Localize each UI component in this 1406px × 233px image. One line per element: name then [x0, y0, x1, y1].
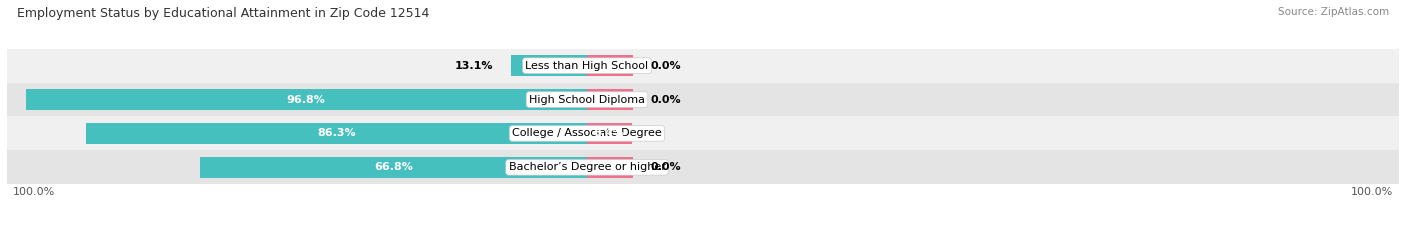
Bar — [7, 49, 1399, 83]
Text: College / Associate Degree: College / Associate Degree — [512, 128, 662, 138]
Text: 100.0%: 100.0% — [1351, 187, 1393, 197]
Text: Less than High School: Less than High School — [526, 61, 648, 71]
Text: High School Diploma: High School Diploma — [529, 95, 645, 105]
Bar — [7, 150, 1399, 184]
Text: 96.8%: 96.8% — [287, 95, 326, 105]
Text: 100.0%: 100.0% — [13, 187, 55, 197]
Bar — [588, 55, 633, 76]
Text: 0.0%: 0.0% — [651, 162, 682, 172]
Text: Source: ZipAtlas.com: Source: ZipAtlas.com — [1278, 7, 1389, 17]
Bar — [200, 157, 588, 178]
Text: 86.3%: 86.3% — [318, 128, 356, 138]
Bar — [7, 116, 1399, 150]
Bar — [87, 123, 588, 144]
Text: 13.1%: 13.1% — [456, 61, 494, 71]
Text: Employment Status by Educational Attainment in Zip Code 12514: Employment Status by Educational Attainm… — [17, 7, 429, 20]
Text: 0.0%: 0.0% — [651, 95, 682, 105]
Bar — [510, 55, 588, 76]
Text: Bachelor’s Degree or higher: Bachelor’s Degree or higher — [509, 162, 665, 172]
Bar — [588, 157, 633, 178]
Bar — [25, 89, 588, 110]
Text: 66.8%: 66.8% — [374, 162, 413, 172]
Bar — [588, 123, 631, 144]
Text: 0.0%: 0.0% — [651, 61, 682, 71]
Text: 6.4%: 6.4% — [593, 128, 624, 138]
Bar — [7, 83, 1399, 116]
Bar — [588, 89, 633, 110]
